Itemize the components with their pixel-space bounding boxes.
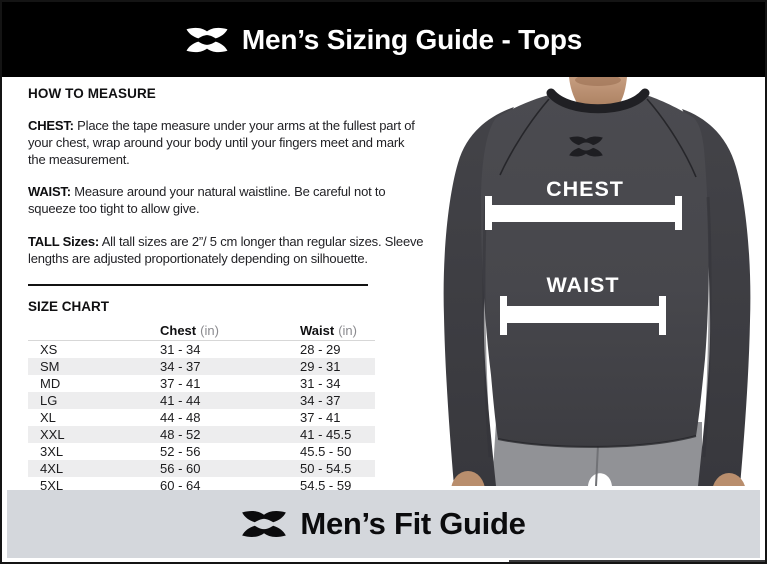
chest-column-header: Chest (in) — [148, 320, 288, 341]
waist-cell: 41 - 45.5 — [300, 426, 352, 442]
fit-guide-bar: Men’s Fit Guide — [7, 490, 760, 558]
table-row: 4XL 56 - 60 50 - 54.5 — [28, 459, 375, 477]
chest-measure-overlay: CHEST — [485, 177, 682, 230]
size-cell: LG — [40, 392, 58, 408]
table-row: XS 31 - 34 28 - 29 — [28, 340, 375, 358]
neck — [569, 77, 627, 109]
waist-cell: 31 - 34 — [300, 375, 341, 391]
right-sleeve — [682, 109, 751, 486]
size-chart-table: Chest (in) Waist (in) XS 31 - 34 28 - 29 SM 3… — [28, 320, 375, 495]
size-cell: MD — [40, 375, 61, 391]
chest-cell: 52 - 56 — [160, 443, 201, 459]
chest-cell: 44 - 48 — [160, 409, 201, 425]
chest-cell: 31 - 34 — [160, 341, 201, 357]
waist-column-header: Waist (in) — [288, 320, 375, 341]
section-divider — [28, 283, 368, 286]
size-cell: XS — [40, 341, 58, 357]
waist-cell: 45.5 - 50 — [300, 443, 352, 459]
tall-sizes-text: All tall sizes are 2”/ 5 cm longer than … — [28, 233, 424, 266]
fit-guide-title: Men’s Fit Guide — [300, 506, 526, 541]
header-bar: Men’s Sizing Guide - Tops — [2, 2, 765, 77]
chest-instruction: CHEST: Place the tape measure under your… — [28, 118, 468, 168]
chest-cell: 37 - 41 — [160, 375, 201, 391]
size-cell: XL — [40, 409, 56, 425]
table-row: 3XL 52 - 56 45.5 - 50 — [28, 443, 375, 460]
chest-instruction-label: CHEST: — [28, 118, 74, 133]
table-row: XXL 48 - 52 41 - 45.5 — [28, 425, 375, 443]
tall-sizes-note: TALL Sizes: All tall sizes are 2”/ 5 cm … — [28, 234, 468, 268]
waist-measure-overlay: WAIST — [500, 273, 666, 335]
waist-instruction-text: Measure around your natural waistline. B… — [28, 184, 386, 217]
size-column-header — [28, 320, 148, 341]
chest-cell: 56 - 60 — [160, 460, 201, 476]
waist-instruction-label: WAIST: — [28, 184, 71, 200]
table-row: XL 44 - 48 37 - 41 — [28, 409, 375, 426]
model-illustration: CHEST WAIST — [443, 77, 751, 486]
bottom-edge-strip — [509, 560, 765, 562]
size-cell: 4XL — [40, 460, 64, 476]
waist-cell: 28 - 29 — [300, 341, 341, 357]
collar — [546, 88, 650, 114]
size-chart-header-row: Chest (in) Waist (in) — [28, 320, 375, 341]
under-armour-logo-icon — [242, 511, 287, 537]
page-title: Men’s Sizing Guide - Tops — [241, 23, 583, 55]
waist-instruction: WAIST: Measure around your natural waist… — [28, 184, 468, 218]
table-row: LG 41 - 44 34 - 37 — [28, 391, 375, 409]
size-chart-heading: SIZE CHART — [28, 298, 109, 314]
fit-model-figure: CHEST WAIST — [430, 77, 765, 486]
chest-cell: 48 - 52 — [160, 426, 201, 442]
chest-measure-label: CHEST — [546, 177, 624, 201]
measure-instructions: HOW TO MEASURE CHEST: Place the tape mea… — [28, 86, 468, 495]
waist-measure-label: WAIST — [546, 273, 619, 297]
left-hand — [451, 471, 485, 486]
waist-cell: 29 - 31 — [300, 358, 341, 374]
right-hand — [713, 473, 745, 486]
chest-cell: 34 - 37 — [160, 358, 201, 374]
size-cell: SM — [40, 358, 60, 374]
left-sleeve — [443, 107, 514, 486]
waist-cell: 50 - 54.5 — [300, 460, 352, 476]
under-armour-logo-icon — [186, 27, 228, 52]
table-row: SM 34 - 37 29 - 31 — [28, 357, 375, 375]
how-to-measure-heading: HOW TO MEASURE — [28, 86, 156, 101]
table-row: MD 37 - 41 31 - 34 — [28, 375, 375, 392]
tall-sizes-label: TALL Sizes: — [28, 233, 99, 249]
size-cell: XXL — [40, 426, 65, 442]
chest-cell: 41 - 44 — [160, 392, 201, 408]
waist-cell: 37 - 41 — [300, 409, 341, 425]
waist-cell: 34 - 37 — [300, 392, 341, 408]
size-cell: 3XL — [40, 443, 64, 459]
chest-instruction-text: Place the tape measure under your arms a… — [28, 118, 415, 167]
shirt-torso — [481, 94, 709, 447]
